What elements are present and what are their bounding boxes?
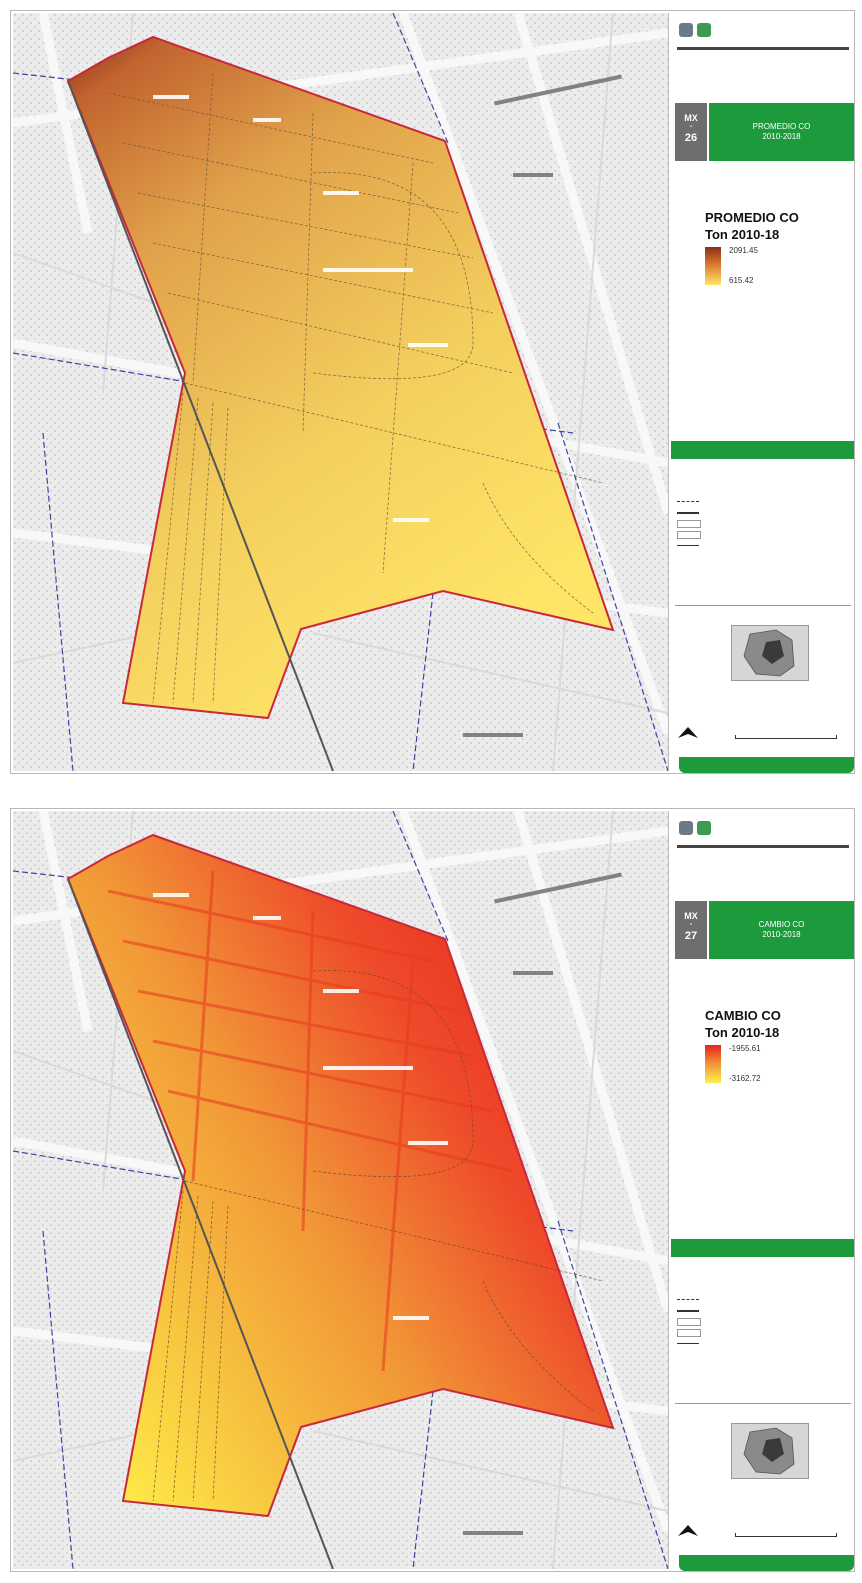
locator-map (731, 625, 809, 681)
city-logo-icon (697, 821, 711, 835)
color-ramp (705, 1045, 721, 1083)
inner-streets (107, 870, 514, 1372)
institution-logos (679, 17, 849, 43)
color-ramp (705, 247, 721, 285)
divider (677, 47, 849, 50)
footer-bar (679, 1555, 854, 1571)
legend-min-value: 615.42 (729, 276, 754, 285)
sheet-dash: - (689, 921, 693, 928)
railway-line (67, 80, 334, 771)
scale-row (677, 1521, 849, 1541)
map-sheet-cambio: MX - 27 CAMBIO CO 2010-2018 CAMBIO CO To… (10, 808, 855, 1572)
sheet-badge: MX - 27 (675, 901, 707, 959)
symbology-header-bar (671, 441, 854, 459)
map-title-box: PROMEDIO CO 2010-2018 (709, 103, 854, 161)
symbology-item (677, 1305, 847, 1316)
map-canvas[interactable] (13, 811, 668, 1569)
thick-line-symbol (677, 1309, 699, 1312)
line-symbol (677, 545, 699, 546)
sheet-dash: - (689, 123, 693, 130)
city-logo-icon (697, 23, 711, 37)
map-sheet-promedio: MX - 26 PROMEDIO CO 2010-2018 PROMEDIO C… (10, 10, 855, 774)
map-title-line-1: PROMEDIO CO (752, 122, 811, 131)
symbology-list (677, 496, 847, 551)
map-legend-sidebar: MX - 27 CAMBIO CO 2010-2018 CAMBIO CO To… (671, 809, 854, 1571)
legend-title-main: PROMEDIO CO (705, 210, 799, 225)
sheet-code: MX (684, 113, 698, 123)
symbology-item (677, 1327, 847, 1338)
symbology-item (677, 496, 847, 507)
symbology-header-bar (671, 1239, 854, 1257)
scale-bar (735, 735, 837, 739)
street-labels (153, 872, 622, 1535)
scale-row (677, 723, 849, 743)
box-symbol (677, 1317, 701, 1326)
symbology-list (677, 1294, 847, 1349)
divider (677, 845, 849, 848)
symbology-item (677, 1294, 847, 1305)
map-title-line-2: 2010-2018 (762, 930, 801, 939)
government-logo-icon (679, 23, 693, 37)
map-frame[interactable] (13, 13, 669, 771)
inner-streets (107, 72, 604, 704)
north-arrow-icon (678, 1525, 698, 1536)
sheet-number: 26 (684, 132, 698, 144)
legend-title-sub: Ton 2010-18 (705, 1025, 780, 1040)
box-symbol (677, 1328, 701, 1337)
street-labels (153, 74, 622, 737)
legend-title: PROMEDIO CO Ton 2010-18 (705, 209, 799, 243)
box-symbol (677, 530, 701, 539)
divider (675, 605, 851, 606)
map-frame[interactable] (13, 811, 669, 1569)
legend-max-value: 2091.45 (729, 246, 758, 255)
locator-map (731, 1423, 809, 1479)
symbology-item (677, 1316, 847, 1327)
study-area-polygon[interactable] (66, 35, 615, 720)
legend-title-main: CAMBIO CO (705, 1008, 781, 1023)
government-logo-icon (679, 821, 693, 835)
map-canvas[interactable] (13, 13, 668, 771)
map-legend-sidebar: MX - 26 PROMEDIO CO 2010-2018 PROMEDIO C… (671, 11, 854, 773)
dashed-line-symbol (677, 501, 699, 502)
legend-title: CAMBIO CO Ton 2010-18 (705, 1007, 781, 1041)
symbology-item (677, 540, 847, 551)
secondary-streets (13, 811, 668, 1569)
map-title-line-1: CAMBIO CO (758, 920, 805, 929)
legend-max-value: -1955.61 (729, 1044, 761, 1053)
scale-bar (735, 1533, 837, 1537)
symbology-item (677, 507, 847, 518)
line-symbol (677, 1343, 699, 1344)
box-symbol (677, 519, 701, 528)
thick-line-symbol (677, 511, 699, 514)
institution-logos (679, 815, 849, 841)
symbology-item (677, 529, 847, 540)
north-arrow-icon (678, 727, 698, 738)
sheet-code: MX (684, 911, 698, 921)
footer-bar (679, 757, 854, 773)
sheet-badge: MX - 26 (675, 103, 707, 161)
symbology-item (677, 1338, 847, 1349)
symbology-item (677, 518, 847, 529)
railway-line (67, 878, 334, 1569)
legend-title-sub: Ton 2010-18 (705, 227, 780, 242)
inner-street-dashes (152, 970, 604, 1502)
map-title-line-2: 2010-2018 (762, 132, 801, 141)
sheet-number: 27 (684, 930, 698, 942)
divider (675, 1403, 851, 1404)
legend-min-value: -3162.72 (729, 1074, 761, 1083)
dashed-line-symbol (677, 1299, 699, 1300)
map-title-box: CAMBIO CO 2010-2018 (709, 901, 854, 959)
